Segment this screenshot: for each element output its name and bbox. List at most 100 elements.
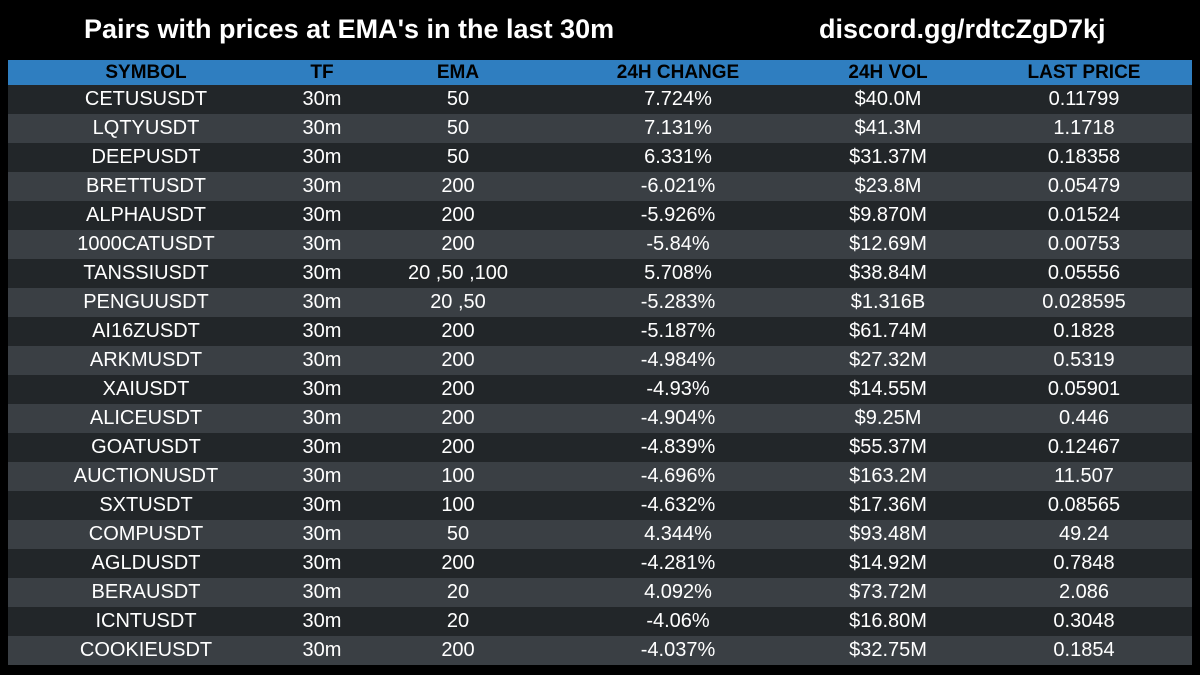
page-title: Pairs with prices at EMA's in the last 3… bbox=[84, 14, 615, 44]
change-cell: -4.839% bbox=[640, 436, 716, 458]
column-header-24h-change[interactable]: 24H CHANGE bbox=[616, 62, 740, 83]
table-row[interactable]: TANSSIUSDT 30m 20 ,50 ,100 5.708% $38.84M 0.0… bbox=[8, 259, 1192, 288]
change-cell: -4.904% bbox=[640, 407, 716, 429]
symbol-cell: AGLDUSDT bbox=[91, 552, 201, 574]
ema-cell: 50 bbox=[446, 117, 470, 139]
symbol-cell: SXTUSDT bbox=[99, 494, 193, 516]
symbol-cell: LQTYUSDT bbox=[92, 117, 200, 139]
symbol-cell: ARKMUSDT bbox=[89, 349, 203, 371]
table-row[interactable]: BERAUSDT 30m 20 4.092% $73.72M 2.086 bbox=[8, 578, 1192, 607]
symbol-cell: TANSSIUSDT bbox=[83, 262, 209, 284]
ema-cell: 200 bbox=[441, 320, 475, 342]
change-cell: -4.93% bbox=[646, 378, 710, 400]
ema-cell: 20 ,50 bbox=[430, 291, 486, 313]
volume-cell: $163.2M bbox=[849, 465, 927, 487]
ema-cell: 200 bbox=[441, 407, 475, 429]
header: Pairs with prices at EMA's in the last 3… bbox=[0, 0, 1200, 60]
price-cell: 0.446 bbox=[1058, 407, 1110, 429]
ema-cell: 200 bbox=[441, 639, 475, 661]
table-row[interactable]: ARKMUSDT 30m 200 -4.984% $27.32M 0.5319 bbox=[8, 346, 1192, 375]
tf-cell: 30m bbox=[302, 262, 342, 284]
table-row[interactable]: XAIUSDT 30m 200 -4.93% $14.55M 0.05901 bbox=[8, 375, 1192, 404]
column-header-tf[interactable]: TF bbox=[310, 62, 334, 83]
change-cell: -4.696% bbox=[640, 465, 716, 487]
column-header-last-price[interactable]: LAST PRICE bbox=[1027, 62, 1141, 83]
symbol-cell: ALPHAUSDT bbox=[85, 204, 207, 226]
change-cell: 5.708% bbox=[644, 262, 712, 284]
table-row[interactable]: CETUSUSDT 30m 50 7.724% $40.0M 0.11799 bbox=[8, 85, 1192, 114]
column-header-24h-vol[interactable]: 24H VOL bbox=[848, 62, 928, 83]
change-cell: -5.84% bbox=[646, 233, 710, 255]
table-row[interactable]: SXTUSDT 30m 100 -4.632% $17.36M 0.08565 bbox=[8, 491, 1192, 520]
ema-cell: 20 ,50 ,100 bbox=[407, 262, 509, 284]
table-row[interactable]: ALPHAUSDT 30m 200 -5.926% $9.870M 0.01524 bbox=[8, 201, 1192, 230]
volume-cell: $41.3M bbox=[854, 117, 922, 139]
symbol-cell: COMPUSDT bbox=[88, 523, 204, 545]
volume-cell: $16.80M bbox=[849, 610, 927, 632]
volume-cell: $27.32M bbox=[849, 349, 927, 371]
table-row[interactable]: COOKIEUSDT 30m 200 -4.037% $32.75M 0.1854 bbox=[8, 636, 1192, 665]
tf-cell: 30m bbox=[302, 552, 342, 574]
table-row[interactable]: DEEPUSDT 30m 50 6.331% $31.37M 0.18358 bbox=[8, 143, 1192, 172]
volume-cell: $55.37M bbox=[849, 436, 927, 458]
ema-cell: 200 bbox=[441, 378, 475, 400]
price-cell: 0.18358 bbox=[1047, 146, 1121, 168]
change-cell: 4.344% bbox=[644, 523, 712, 545]
symbol-cell: AUCTIONUSDT bbox=[73, 465, 219, 487]
volume-cell: $38.84M bbox=[849, 262, 927, 284]
table-row[interactable]: ICNTUSDT 30m 20 -4.06% $16.80M 0.3048 bbox=[8, 607, 1192, 636]
tf-cell: 30m bbox=[302, 175, 342, 197]
tf-cell: 30m bbox=[302, 88, 342, 110]
symbol-cell: COOKIEUSDT bbox=[79, 639, 213, 661]
symbol-cell: ALICEUSDT bbox=[89, 407, 203, 429]
table-row[interactable]: GOATUSDT 30m 200 -4.839% $55.37M 0.12467 bbox=[8, 433, 1192, 462]
tf-cell: 30m bbox=[302, 494, 342, 516]
price-cell: 0.00753 bbox=[1047, 233, 1121, 255]
price-cell: 0.05479 bbox=[1047, 175, 1121, 197]
ema-cell: 200 bbox=[441, 349, 475, 371]
pairs-table: SYMBOL TF EMA 24H CHANGE 24H VOL LAST PR… bbox=[8, 60, 1192, 665]
price-cell: 0.028595 bbox=[1042, 291, 1126, 313]
volume-cell: $93.48M bbox=[849, 523, 927, 545]
table-row[interactable]: COMPUSDT 30m 50 4.344% $93.48M 49.24 bbox=[8, 520, 1192, 549]
table-row[interactable]: BRETTUSDT 30m 200 -6.021% $23.8M 0.05479 bbox=[8, 172, 1192, 201]
change-cell: -4.632% bbox=[640, 494, 716, 516]
tf-cell: 30m bbox=[302, 639, 342, 661]
ema-cell: 100 bbox=[441, 465, 475, 487]
price-cell: 49.24 bbox=[1058, 523, 1110, 545]
ema-cell: 200 bbox=[441, 552, 475, 574]
ema-cell: 200 bbox=[441, 233, 475, 255]
table-row[interactable]: AGLDUSDT 30m 200 -4.281% $14.92M 0.7848 bbox=[8, 549, 1192, 578]
table-row[interactable]: ALICEUSDT 30m 200 -4.904% $9.25M 0.446 bbox=[8, 404, 1192, 433]
discord-link[interactable]: discord.gg/rdtcZgD7kj bbox=[819, 14, 1106, 44]
table-row[interactable]: AUCTIONUSDT 30m 100 -4.696% $163.2M 11.507 bbox=[8, 462, 1192, 491]
volume-cell: $12.69M bbox=[849, 233, 927, 255]
tf-cell: 30m bbox=[302, 117, 342, 139]
ema-cell: 200 bbox=[441, 436, 475, 458]
price-cell: 0.05901 bbox=[1047, 378, 1121, 400]
table-row[interactable]: AI16ZUSDT 30m 200 -5.187% $61.74M 0.1828 bbox=[8, 317, 1192, 346]
column-header-symbol[interactable]: SYMBOL bbox=[105, 62, 187, 83]
ema-cell: 50 bbox=[446, 88, 470, 110]
tf-cell: 30m bbox=[302, 378, 342, 400]
price-cell: 0.1854 bbox=[1053, 639, 1115, 661]
change-cell: -4.281% bbox=[640, 552, 716, 574]
column-header-ema[interactable]: EMA bbox=[436, 62, 480, 83]
price-cell: 0.7848 bbox=[1053, 552, 1115, 574]
symbol-cell: GOATUSDT bbox=[91, 436, 201, 458]
volume-cell: $40.0M bbox=[854, 88, 922, 110]
tf-cell: 30m bbox=[302, 233, 342, 255]
change-cell: -5.283% bbox=[640, 291, 716, 313]
table-body: CETUSUSDT 30m 50 7.724% $40.0M 0.11799 LQTYUSD… bbox=[8, 85, 1192, 665]
table-header: SYMBOL TF EMA 24H CHANGE 24H VOL LAST PR… bbox=[8, 60, 1192, 85]
price-cell: 2.086 bbox=[1058, 581, 1110, 603]
ema-cell: 50 bbox=[446, 146, 470, 168]
table-row[interactable]: LQTYUSDT 30m 50 7.131% $41.3M 1.1718 bbox=[8, 114, 1192, 143]
table-row[interactable]: 1000CATUSDT 30m 200 -5.84% $12.69M 0.00753 bbox=[8, 230, 1192, 259]
table-row[interactable]: PENGUUSDT 30m 20 ,50 -5.283% $1.316B 0.028595 bbox=[8, 288, 1192, 317]
tf-cell: 30m bbox=[302, 581, 342, 603]
price-cell: 0.5319 bbox=[1053, 349, 1115, 371]
price-cell: 0.1828 bbox=[1053, 320, 1115, 342]
volume-cell: $14.55M bbox=[849, 378, 927, 400]
volume-cell: $61.74M bbox=[849, 320, 927, 342]
